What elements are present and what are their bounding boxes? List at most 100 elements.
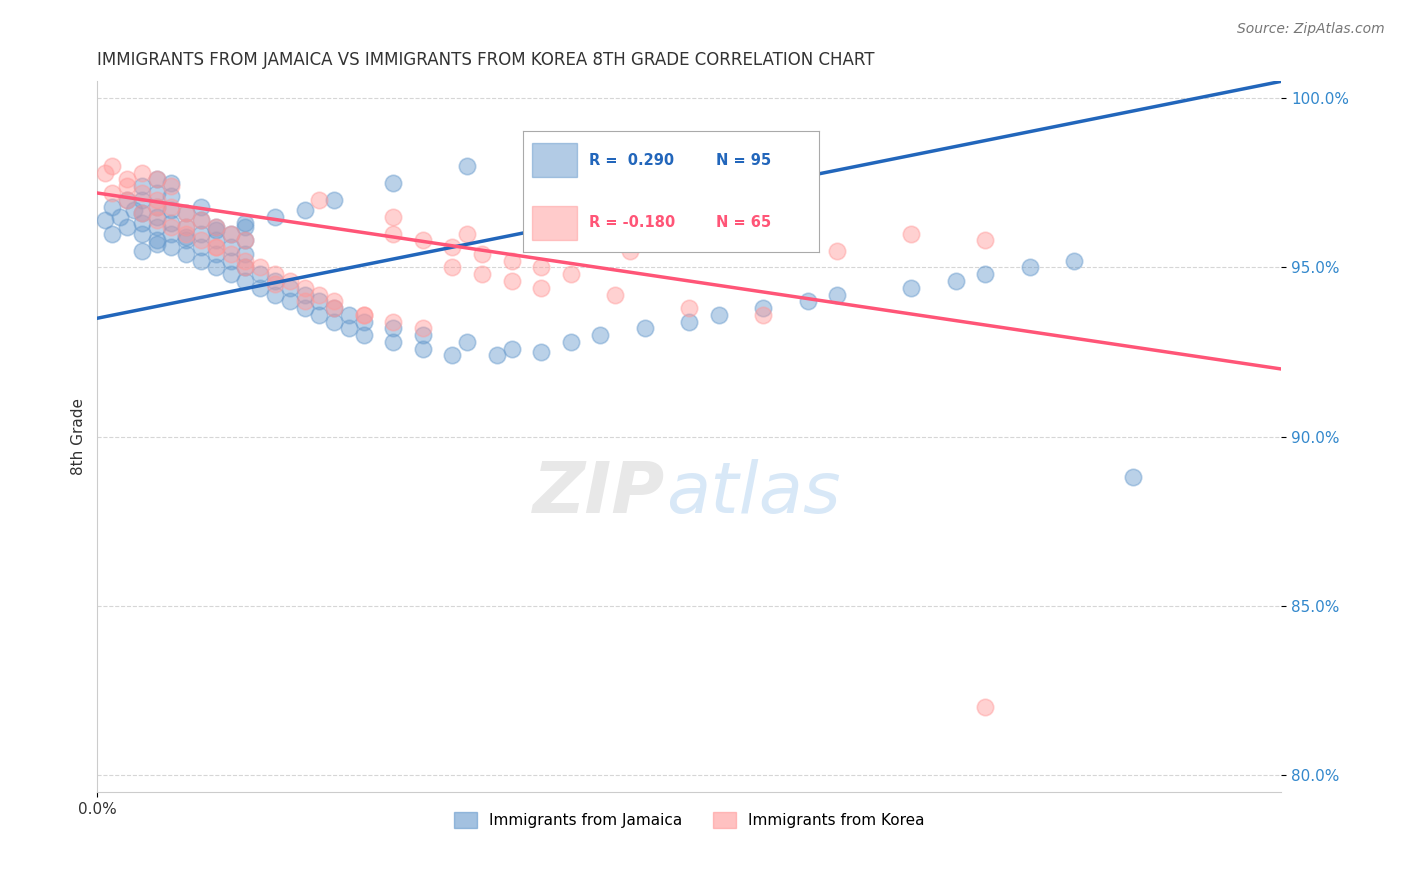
Point xyxy=(101,227,124,241)
Point xyxy=(145,172,167,186)
Point xyxy=(294,287,316,301)
Point xyxy=(145,213,167,227)
Point xyxy=(796,294,818,309)
Text: atlas: atlas xyxy=(665,459,841,528)
Point xyxy=(707,308,730,322)
Point xyxy=(264,287,287,301)
Point xyxy=(412,321,434,335)
Point xyxy=(485,348,508,362)
Point xyxy=(530,281,553,295)
Point xyxy=(752,301,775,315)
Point xyxy=(101,159,124,173)
Point xyxy=(441,348,464,362)
Point xyxy=(219,227,242,241)
Point xyxy=(353,328,375,343)
Point xyxy=(219,240,242,254)
Point xyxy=(204,240,226,254)
Point xyxy=(353,315,375,329)
Point xyxy=(1063,253,1085,268)
Point xyxy=(634,321,657,335)
Point xyxy=(145,200,167,214)
Point xyxy=(160,179,183,194)
Point xyxy=(1122,470,1144,484)
Point xyxy=(219,247,242,261)
Point xyxy=(308,308,330,322)
Point xyxy=(101,200,124,214)
Point xyxy=(323,193,346,207)
Point xyxy=(131,193,153,207)
Point xyxy=(294,294,316,309)
Point xyxy=(233,217,256,231)
Point xyxy=(145,233,167,247)
Point xyxy=(233,260,256,275)
Point xyxy=(233,274,256,288)
Point xyxy=(115,193,138,207)
Point xyxy=(233,233,256,247)
Point xyxy=(412,328,434,343)
Point xyxy=(501,274,523,288)
Point xyxy=(190,227,212,241)
Point xyxy=(294,281,316,295)
Point xyxy=(190,213,212,227)
Point xyxy=(131,166,153,180)
Point xyxy=(825,244,848,258)
Point xyxy=(323,301,346,315)
Y-axis label: 8th Grade: 8th Grade xyxy=(72,398,86,475)
Point xyxy=(204,219,226,234)
Point xyxy=(278,281,301,295)
Point xyxy=(560,267,582,281)
Point xyxy=(115,193,138,207)
Point xyxy=(337,321,360,335)
Point xyxy=(233,219,256,234)
Point xyxy=(233,233,256,247)
Point xyxy=(294,202,316,217)
Point xyxy=(264,277,287,292)
Point xyxy=(204,233,226,247)
Point xyxy=(190,240,212,254)
Point xyxy=(974,700,997,714)
Point xyxy=(456,334,478,349)
Point xyxy=(308,193,330,207)
Point xyxy=(115,219,138,234)
Point xyxy=(456,159,478,173)
Point xyxy=(145,219,167,234)
Point xyxy=(190,233,212,247)
Point xyxy=(471,267,494,281)
Point xyxy=(145,210,167,224)
Point xyxy=(974,233,997,247)
Point xyxy=(174,219,197,234)
Point xyxy=(131,186,153,200)
Point xyxy=(131,206,153,220)
Point xyxy=(233,260,256,275)
Point xyxy=(204,260,226,275)
Point xyxy=(219,267,242,281)
Point xyxy=(145,172,167,186)
Point xyxy=(945,274,967,288)
Point xyxy=(323,315,346,329)
Point xyxy=(264,210,287,224)
Point xyxy=(412,233,434,247)
Point xyxy=(204,247,226,261)
Point xyxy=(131,244,153,258)
Point xyxy=(501,253,523,268)
Point xyxy=(160,202,183,217)
Point xyxy=(382,334,405,349)
Point xyxy=(190,213,212,227)
Point xyxy=(353,308,375,322)
Point xyxy=(233,253,256,268)
Point xyxy=(589,328,612,343)
Point xyxy=(145,186,167,200)
Point xyxy=(605,287,627,301)
Point xyxy=(308,294,330,309)
Point xyxy=(249,281,271,295)
Point xyxy=(974,267,997,281)
Text: IMMIGRANTS FROM JAMAICA VS IMMIGRANTS FROM KOREA 8TH GRADE CORRELATION CHART: IMMIGRANTS FROM JAMAICA VS IMMIGRANTS FR… xyxy=(97,51,875,69)
Point xyxy=(190,200,212,214)
Point xyxy=(145,236,167,251)
Point xyxy=(115,179,138,194)
Point xyxy=(264,267,287,281)
Point xyxy=(560,334,582,349)
Point xyxy=(382,321,405,335)
Point xyxy=(233,247,256,261)
Point xyxy=(174,206,197,220)
